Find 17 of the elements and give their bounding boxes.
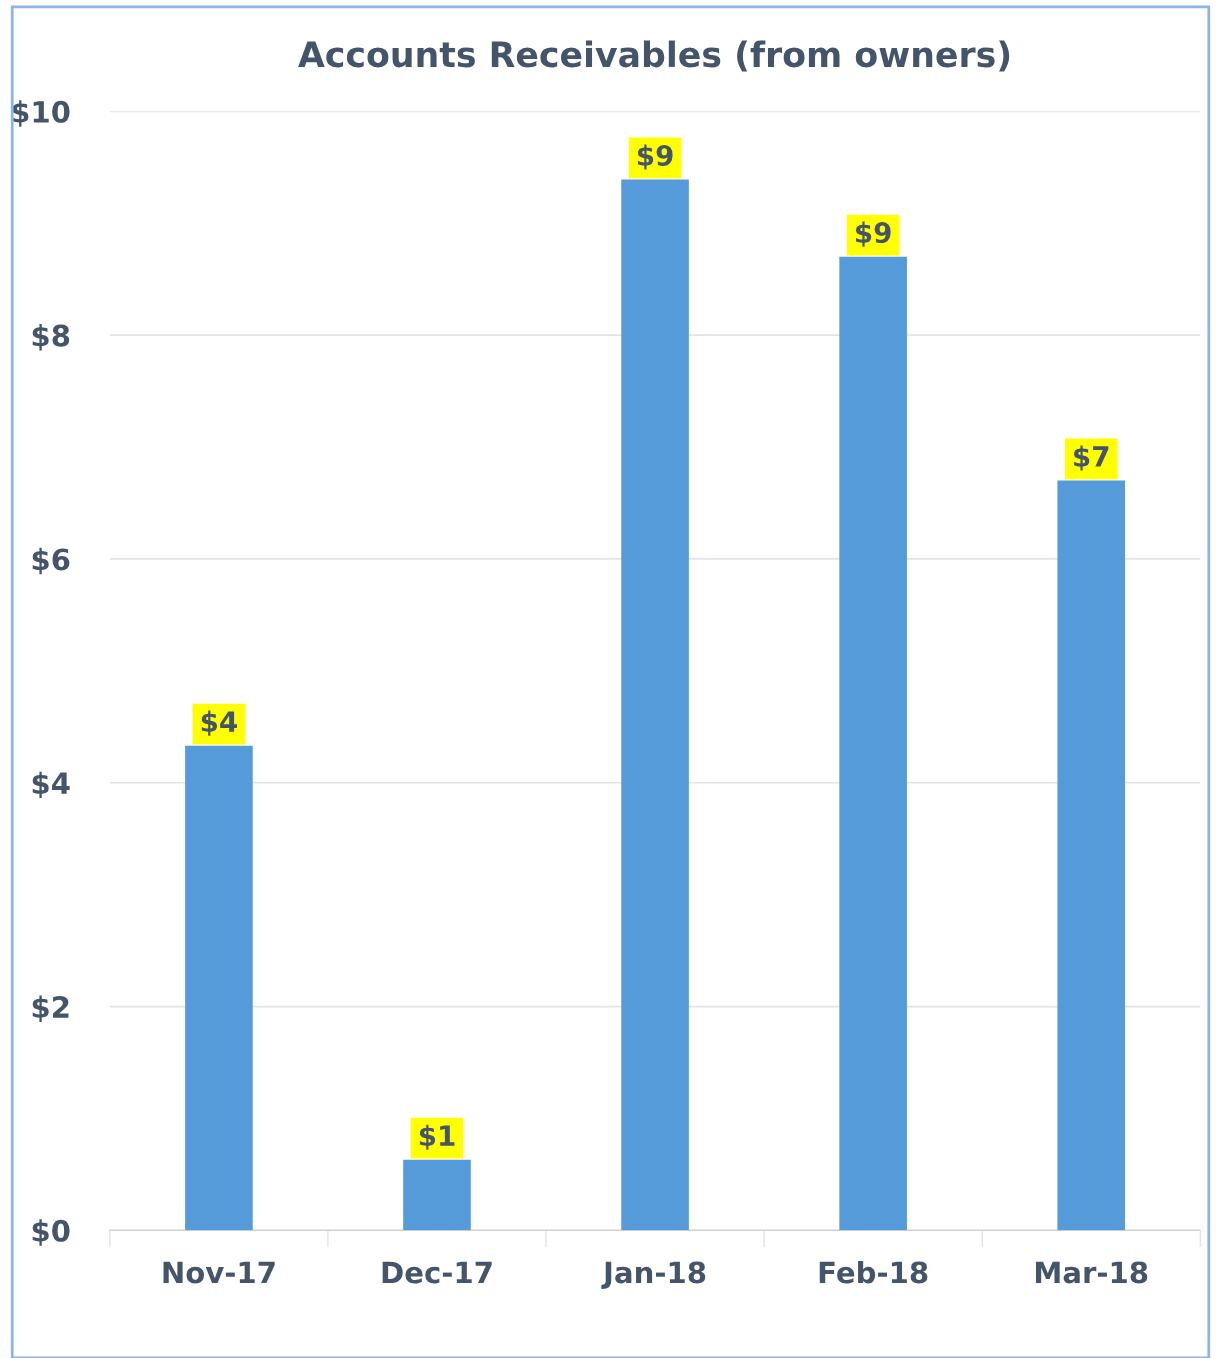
chart-title: Accounts Receivables (from owners) <box>298 40 1010 72</box>
y-tick-label: $10 <box>12 100 70 127</box>
y-tick-label: $0 <box>32 1219 70 1246</box>
x-tick-label: Mar-18 <box>1036 1261 1148 1284</box>
data-label: $9 <box>637 144 673 170</box>
y-tick-label: $2 <box>32 995 69 1022</box>
y-tick-label: $8 <box>32 324 70 351</box>
y-tick-label: $4 <box>32 771 70 799</box>
data-label: $1 <box>419 1124 455 1150</box>
x-tick-label: Dec-17 <box>382 1261 492 1284</box>
x-tick-label: Jan-18 <box>601 1261 706 1289</box>
x-tick-label: Feb-18 <box>819 1260 928 1284</box>
y-tick-label: $6 <box>32 547 70 575</box>
data-label: $9 <box>855 221 891 247</box>
data-label: $4 <box>201 710 237 736</box>
x-tick-label: Nov-17 <box>163 1261 275 1284</box>
data-label: $7 <box>1074 445 1109 471</box>
